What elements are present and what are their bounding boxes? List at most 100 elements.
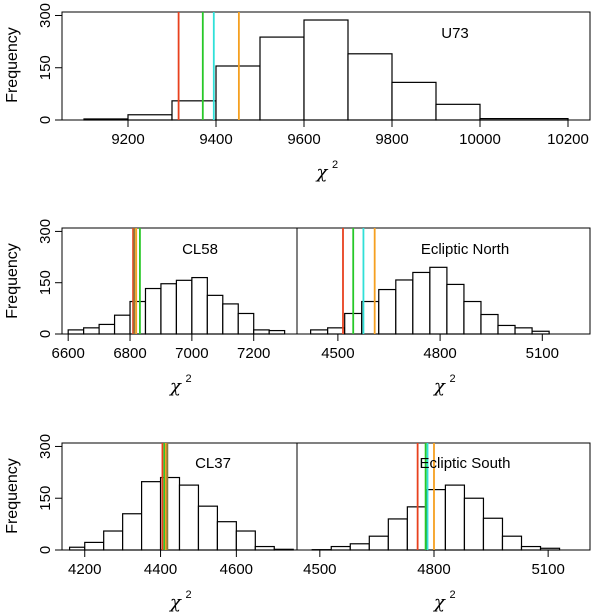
- histogram-bar: [482, 517, 504, 551]
- panel-label: CL37: [195, 455, 231, 472]
- x-tick-label: 9600: [287, 131, 320, 148]
- panel-label: Ecliptic North: [421, 241, 509, 258]
- histogram-bar: [349, 543, 370, 551]
- y-tick-label: 0: [37, 546, 54, 554]
- histogram-bar: [253, 329, 270, 335]
- histogram-bar: [347, 53, 393, 121]
- histogram-bar: [206, 294, 224, 335]
- x-axis-title-superscript: 2: [186, 589, 192, 601]
- x-tick-label: 4500: [303, 561, 336, 578]
- histogram-bar: [235, 530, 256, 551]
- x-tick-label: 4600: [220, 561, 253, 578]
- x-tick-label: 9400: [199, 131, 232, 148]
- x-tick-label: 7000: [175, 345, 208, 362]
- histogram-bar: [67, 329, 85, 335]
- y-tick-label: 150: [37, 55, 54, 80]
- panel-ecliptic-north: 4500 4800 5100 χ 2 Ecliptic North: [296, 227, 591, 397]
- y-tick-label: 150: [37, 486, 54, 511]
- y-tick-label: 300: [37, 434, 54, 459]
- histogram-bar: [122, 513, 143, 551]
- histogram-bar: [412, 271, 431, 335]
- histogram-bar: [273, 548, 294, 551]
- x-tick-label: 4200: [68, 561, 101, 578]
- y-axis-title: Frequency: [4, 243, 21, 319]
- x-tick-label: 6800: [113, 345, 146, 362]
- histogram-bar: [178, 484, 200, 551]
- x-axis-title-superscript: 2: [332, 159, 338, 171]
- histogram-bar: [463, 497, 485, 551]
- histogram-bar: [68, 546, 86, 551]
- panel-label: Ecliptic South: [420, 455, 511, 472]
- histogram-bar: [103, 530, 124, 551]
- x-tick-label: 6600: [51, 345, 84, 362]
- histogram-bar: [127, 114, 173, 121]
- histogram-bar: [83, 118, 129, 121]
- x-tick-label: 7200: [237, 345, 270, 362]
- histogram-bar: [501, 535, 523, 551]
- histogram-bar: [84, 541, 105, 551]
- histogram-bar: [444, 484, 466, 551]
- histogram-bar: [216, 521, 237, 551]
- x-tick-label: 4400: [144, 561, 177, 578]
- x-axis-title: χ: [315, 162, 329, 183]
- panel-label: CL58: [182, 241, 218, 258]
- histogram-bar: [463, 300, 482, 335]
- x-tick-label: 9200: [111, 131, 144, 148]
- x-tick-label: 9800: [375, 131, 408, 148]
- x-axis-title: χ: [168, 376, 182, 397]
- y-tick-label: 300: [37, 219, 54, 244]
- histogram-bar: [310, 329, 329, 335]
- histogram-bar: [268, 329, 286, 335]
- x-tick-label: 10200: [547, 131, 589, 148]
- histogram-bar: [539, 547, 561, 551]
- histogram-bar: [429, 266, 448, 335]
- x-tick-label: 5100: [531, 561, 564, 578]
- x-tick-label: 4800: [423, 345, 456, 362]
- panel-u73: 9200 9400 9600 9800 10000 10200 0 150 300 Frequen…: [4, 3, 591, 183]
- histogram-bar: [222, 303, 239, 335]
- histogram-bar: [144, 287, 162, 335]
- histogram-bar: [387, 518, 408, 551]
- x-axis-title: χ: [432, 376, 446, 397]
- histogram-bar: [98, 323, 116, 335]
- histogram-bar: [259, 36, 305, 121]
- histogram-bar: [391, 81, 437, 121]
- histogram-bar: [497, 324, 516, 335]
- histogram-bar: [113, 314, 131, 335]
- histogram-bar: [446, 283, 465, 335]
- x-tick-label: 10000: [459, 131, 501, 148]
- histogram-bar: [520, 545, 542, 551]
- y-axis-title: Frequency: [4, 27, 21, 103]
- histogram-bar: [83, 327, 100, 335]
- histogram-bar: [479, 118, 569, 121]
- histogram-bar: [237, 312, 255, 335]
- x-tick-label: 5100: [526, 345, 559, 362]
- histogram-bar: [140, 481, 162, 551]
- y-tick-label: 300: [37, 3, 54, 28]
- histogram-bar: [368, 535, 389, 551]
- panel-cl37: 4200 4400 4600 0 150 300 Frequency χ 2 CL37: [4, 434, 298, 613]
- x-axis-title-superscript: 2: [186, 373, 192, 385]
- histogram-bar: [159, 476, 181, 551]
- histogram-bar: [330, 545, 351, 551]
- histogram-bar: [480, 313, 499, 335]
- x-axis-title-superscript: 2: [450, 373, 456, 385]
- histogram-bar: [254, 545, 275, 551]
- panel-ecliptic-south: 4500 4800 5100 χ 2 Ecliptic South: [296, 442, 591, 613]
- histogram-bar: [425, 488, 447, 551]
- panel-label: U73: [441, 25, 469, 42]
- panel-cl58: 6600 6800 7000 7200 0 150 300 Frequency χ 2 CL58: [4, 219, 298, 397]
- histogram-bar: [191, 276, 208, 335]
- histogram-bar: [435, 103, 481, 121]
- x-axis-title: χ: [168, 592, 182, 613]
- histogram-bar: [514, 327, 533, 335]
- histogram-bar: [395, 279, 414, 335]
- y-tick-label: 150: [37, 270, 54, 295]
- histogram-bar: [175, 279, 193, 335]
- x-tick-label: 4500: [321, 345, 354, 362]
- x-axis-title: χ: [432, 592, 446, 613]
- histogram-bar: [160, 283, 178, 335]
- histogram-bar: [197, 505, 219, 551]
- histogram-bar: [378, 288, 397, 335]
